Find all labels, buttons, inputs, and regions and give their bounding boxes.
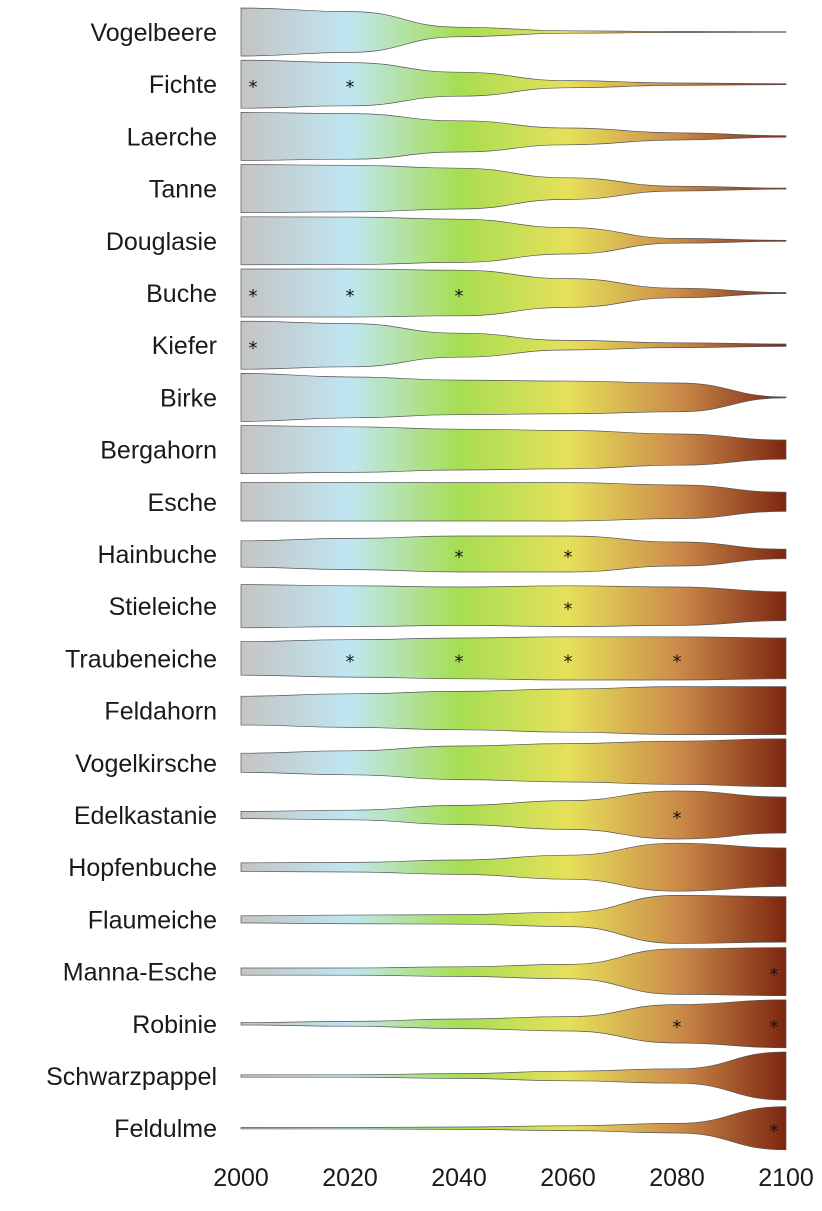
x-tick-label: 2000 (213, 1164, 269, 1192)
species-label: Hainbuche (97, 541, 217, 569)
violin-shape (240, 686, 787, 735)
significance-star: * (564, 547, 573, 568)
row-feldulme: Feldulme * (114, 1106, 787, 1151)
species-label: Feldulme (114, 1115, 217, 1143)
significance-star: * (673, 808, 682, 829)
row-hopfenbuche: Hopfenbuche (68, 842, 787, 892)
significance-star: * (455, 286, 464, 307)
species-label: Manna-Esche (63, 959, 217, 987)
row-vogelkirsche: Vogelkirsche (75, 738, 787, 788)
significance-star: * (346, 651, 355, 672)
significance-star: * (455, 547, 464, 568)
species-label: Buche (146, 280, 217, 308)
x-tick-label: 2020 (322, 1164, 378, 1192)
species-label: Traubeneiche (65, 645, 217, 673)
species-label: Tanne (149, 176, 217, 204)
row-laerche: Laerche (127, 112, 787, 161)
species-label: Vogelbeere (90, 19, 217, 47)
violin-shape (240, 425, 787, 474)
violin-shape (240, 1106, 787, 1151)
violin-shape (240, 842, 787, 892)
species-label: Hopfenbuche (68, 854, 217, 882)
significance-star: * (249, 338, 258, 359)
row-schwarzpappel: Schwarzpappel (46, 1051, 787, 1101)
species-label: Edelkastanie (74, 802, 217, 830)
significance-star: * (346, 77, 355, 98)
species-label: Douglasie (106, 228, 217, 256)
species-rows: Vogelbeere Fichte * * Laerche Tanne Douglasie B… (46, 7, 787, 1151)
row-traubeneiche: Traubeneiche * * * * (65, 636, 787, 681)
x-tick-label: 2060 (540, 1164, 596, 1192)
row-tanne: Tanne (149, 164, 787, 213)
species-label: Robinie (132, 1011, 217, 1039)
significance-star: * (770, 1017, 779, 1038)
species-label: Vogelkirsche (75, 750, 217, 778)
species-label: Laerche (127, 123, 217, 151)
x-tick-label: 2040 (431, 1164, 487, 1192)
significance-star: * (564, 651, 573, 672)
violin-shape (240, 373, 787, 422)
species-label: Kiefer (152, 332, 217, 360)
violin-shape (240, 112, 787, 161)
significance-star: * (673, 1017, 682, 1038)
violin-shape (240, 895, 787, 944)
significance-star: * (346, 286, 355, 307)
violin-shape (240, 636, 787, 681)
row-manna-esche: Manna-Esche * (63, 947, 787, 996)
significance-star: * (770, 965, 779, 986)
species-label: Birke (160, 384, 217, 412)
significance-star: * (770, 1121, 779, 1142)
species-label: Fichte (149, 71, 217, 99)
significance-star: * (564, 599, 573, 620)
violin-shape (240, 947, 787, 996)
row-birke: Birke (160, 373, 787, 422)
row-esche: Esche (148, 482, 787, 522)
violin-shape (240, 999, 787, 1049)
row-kiefer: Kiefer * (152, 320, 787, 370)
row-flaumeiche: Flaumeiche (88, 895, 787, 944)
row-douglasie: Douglasie (106, 216, 787, 266)
species-label: Flaumeiche (88, 906, 217, 934)
row-bergahorn: Bergahorn (100, 425, 787, 474)
row-hainbuche: Hainbuche * * (97, 535, 787, 573)
violin-shape (240, 584, 787, 629)
significance-star: * (673, 651, 682, 672)
violin-shape (240, 7, 787, 57)
violin-shape (240, 738, 787, 788)
species-label: Esche (148, 489, 217, 517)
violin-shape (240, 164, 787, 213)
violin-shape (240, 790, 787, 840)
species-label: Bergahorn (100, 437, 217, 465)
species-label: Schwarzpappel (46, 1063, 217, 1091)
x-tick-label: 2100 (758, 1164, 814, 1192)
violin-shape (240, 535, 787, 573)
row-edelkastanie: Edelkastanie * (74, 790, 787, 840)
row-buche: Buche * * * (146, 268, 787, 318)
species-label: Feldahorn (104, 698, 217, 726)
violin-shape (240, 216, 787, 266)
species-label: Stieleiche (109, 593, 217, 621)
row-feldahorn: Feldahorn (104, 686, 787, 735)
violin-shape (240, 1051, 787, 1101)
row-robinie: Robinie * * (132, 999, 787, 1049)
x-axis: 2000 2020 2040 2060 2080 2100 (213, 1164, 814, 1192)
violin-shape (240, 482, 787, 522)
row-fichte: Fichte * * (149, 59, 787, 109)
significance-star: * (249, 286, 258, 307)
violin-shape (240, 59, 787, 109)
x-tick-label: 2080 (649, 1164, 705, 1192)
significance-star: * (455, 651, 464, 672)
violin-shape (240, 268, 787, 318)
row-vogelbeere: Vogelbeere (90, 7, 787, 57)
significance-star: * (249, 77, 258, 98)
violin-shape (240, 320, 787, 370)
row-stieleiche: Stieleiche * (109, 584, 787, 629)
